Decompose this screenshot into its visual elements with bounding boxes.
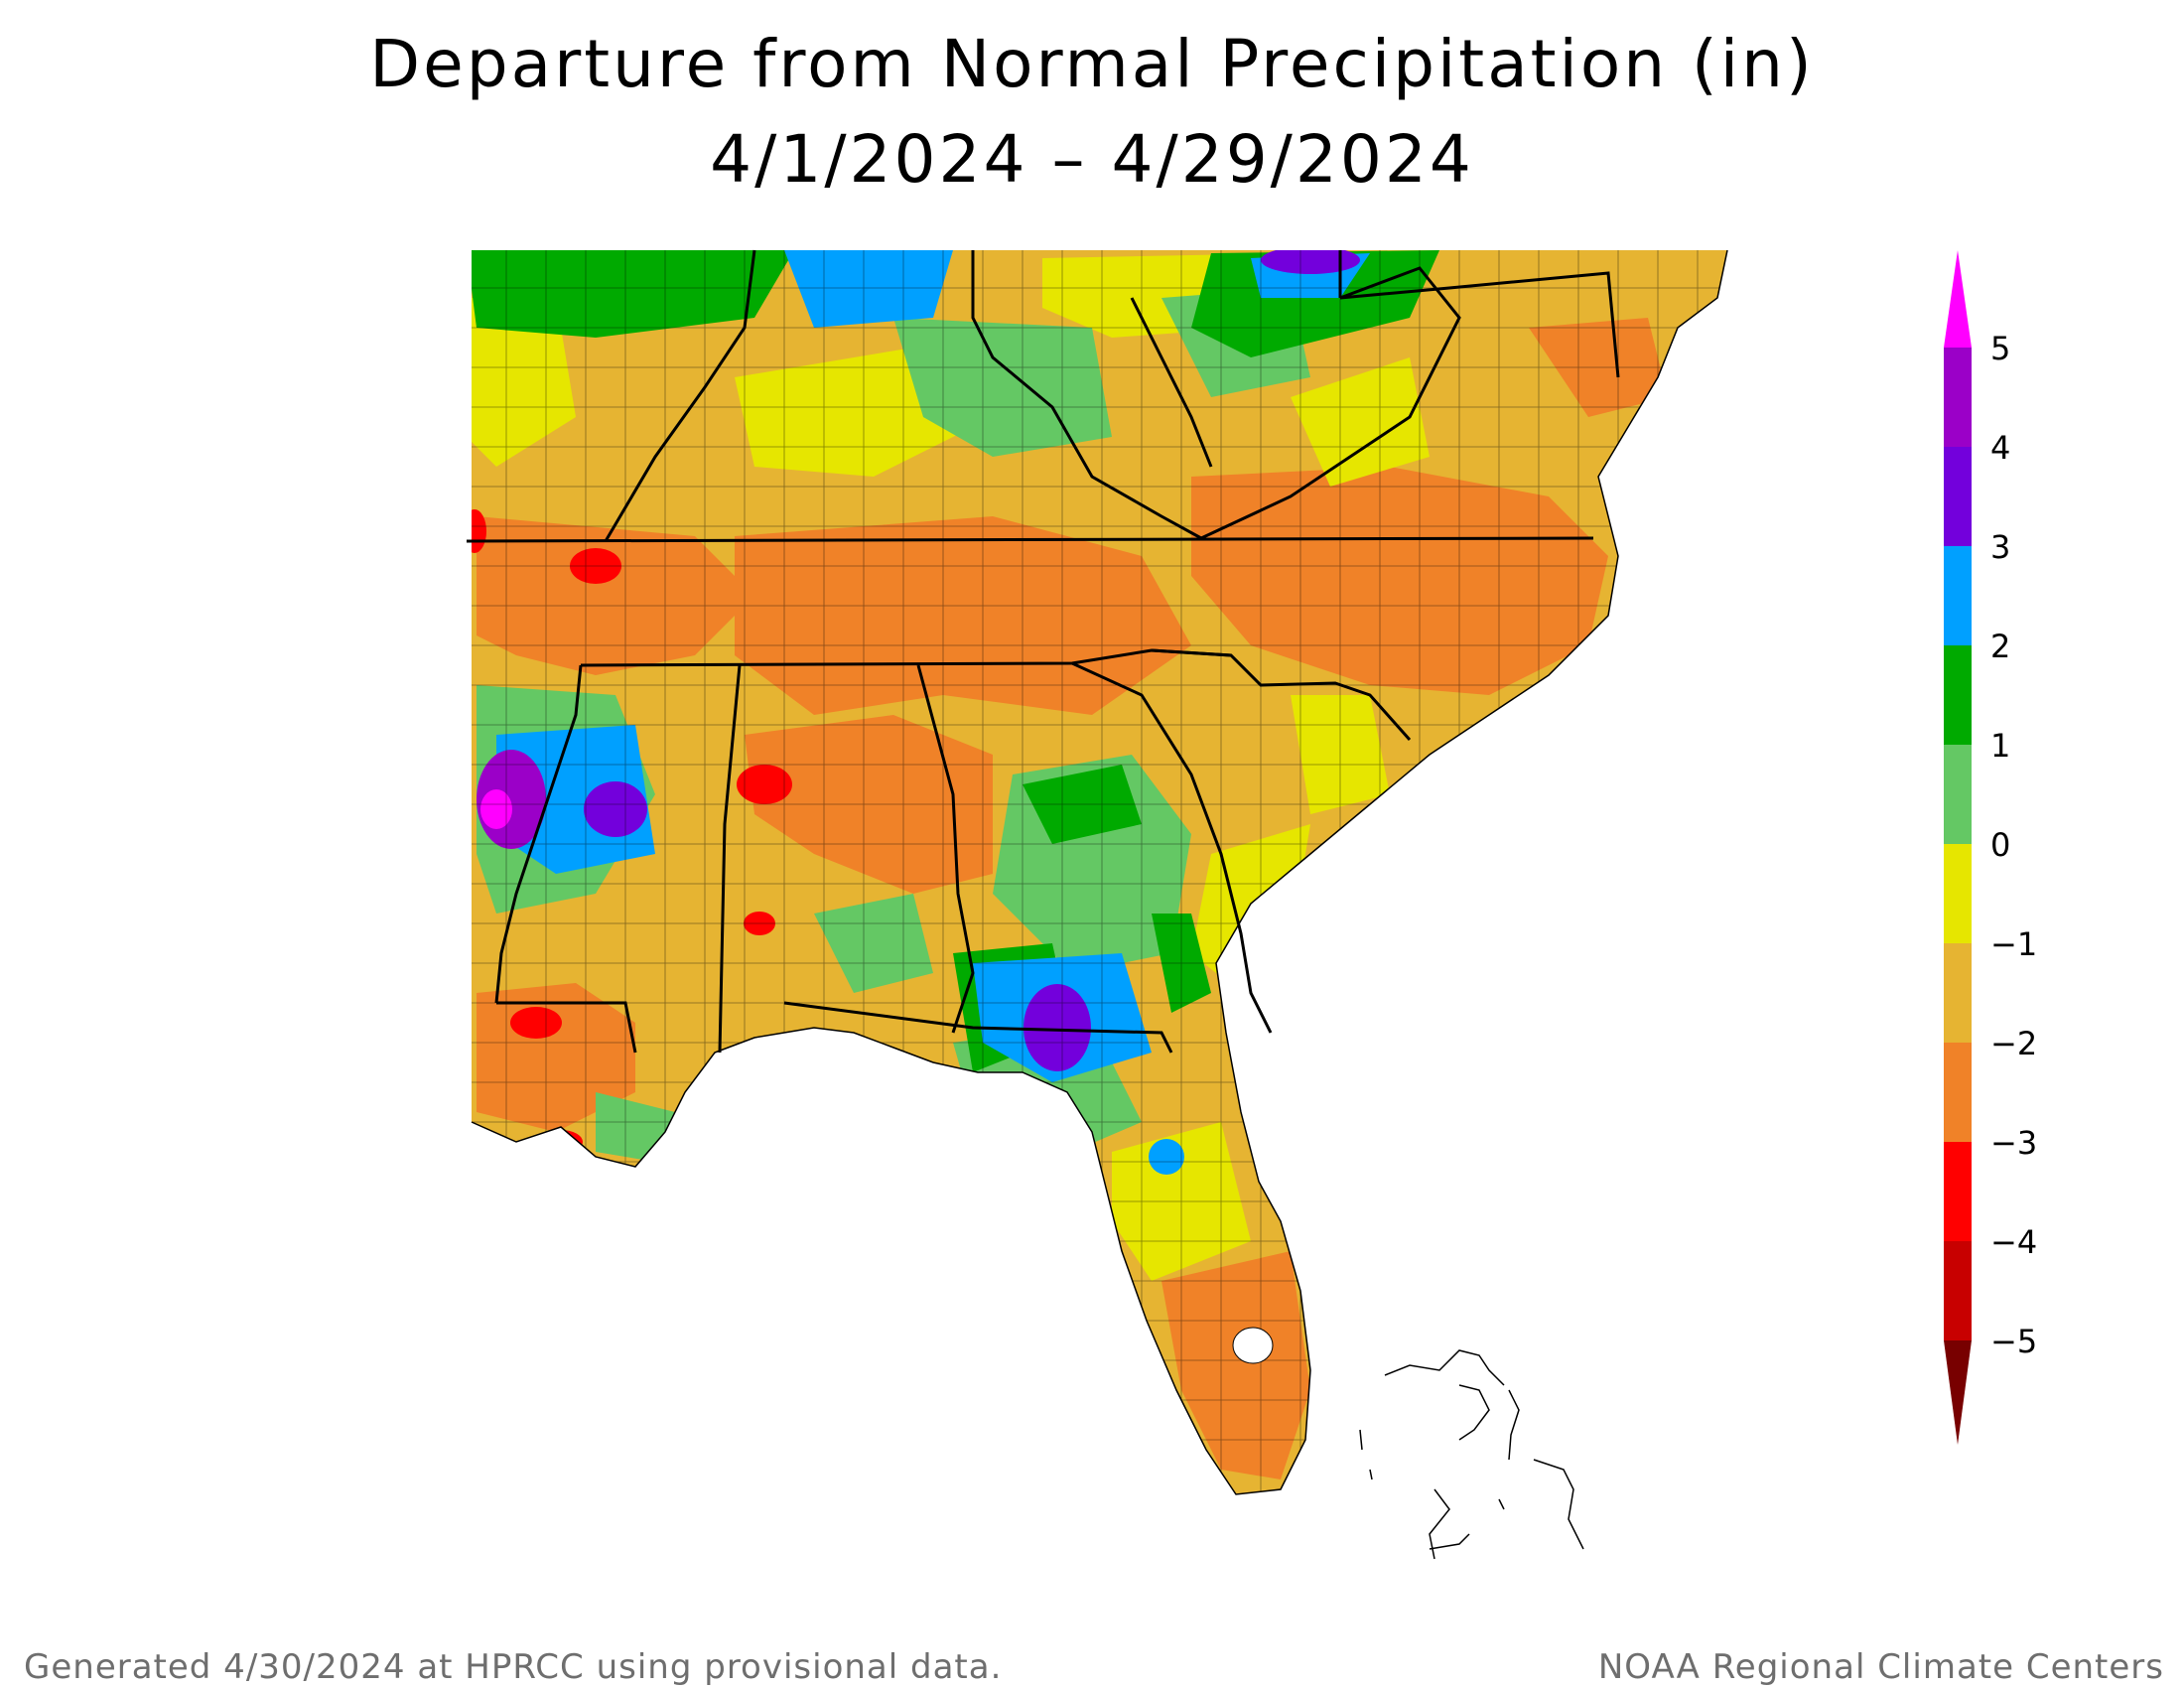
legend-swatch-m3-to-m2 — [1944, 1043, 1972, 1142]
legend-swatch-above-5 — [1944, 250, 1972, 348]
state-boundaries — [466, 249, 1620, 1054]
legend-label-4: 4 — [1990, 429, 2010, 467]
legend-labels: 5 4 3 2 1 0 −1 −2 −3 −4 −5 — [1990, 330, 2037, 1360]
legend-label-1: 1 — [1990, 727, 2010, 765]
legend-label-m2: −2 — [1990, 1025, 2037, 1062]
legend-label-m1: −1 — [1990, 925, 2037, 963]
legend-label-m3: −3 — [1990, 1124, 2037, 1162]
legend-label-m5: −5 — [1990, 1323, 2037, 1360]
legend-swatch-m5-to-m4 — [1944, 1241, 1972, 1340]
legend-swatch-m1-to-0 — [1944, 844, 1972, 943]
legend-label-2: 2 — [1990, 628, 2010, 665]
generated-note: Generated 4/30/2024 at HPRCC using provi… — [24, 1647, 1003, 1687]
legend-colorbar — [1944, 250, 1972, 1445]
legend-label-3: 3 — [1990, 528, 2010, 566]
legend-label-m4: −4 — [1990, 1223, 2037, 1261]
legend-swatch-below-m5 — [1944, 1340, 1972, 1445]
legend-swatch-2-to-3 — [1944, 546, 1972, 645]
legend-swatch-m4-to-m3 — [1944, 1142, 1972, 1241]
legend-swatch-0-to-1 — [1944, 745, 1972, 844]
legend-swatch-4-to-5 — [1944, 348, 1972, 447]
map-title: Departure from Normal Precipitation (in) — [369, 26, 1815, 102]
precipitation-shading — [472, 250, 1727, 1494]
bahamas-islands — [1359, 1349, 1584, 1560]
source-credit: NOAA Regional Climate Centers — [1597, 1647, 2164, 1687]
legend-label-0: 0 — [1990, 826, 2010, 864]
legend-label-5: 5 — [1990, 330, 2010, 367]
map-date-range: 4/1/2024 – 4/29/2024 — [710, 121, 1474, 198]
legend-swatch-m2-to-m1 — [1944, 943, 1972, 1043]
legend-swatch-1-to-2 — [1944, 645, 1972, 745]
coastline — [471, 249, 1728, 1495]
legend-swatch-3-to-4 — [1944, 447, 1972, 546]
lake-okeechobee — [1232, 1327, 1274, 1364]
